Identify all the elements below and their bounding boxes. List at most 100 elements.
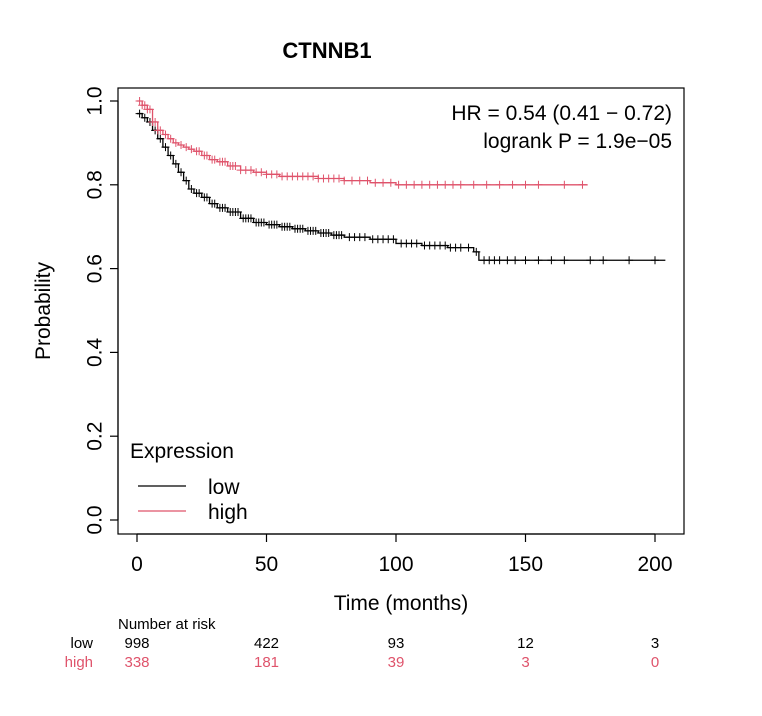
censor-mark-low <box>547 256 556 265</box>
censor-mark-low <box>625 256 634 265</box>
censor-mark-high <box>246 166 255 175</box>
y-tick-label: 0.6 <box>84 254 107 283</box>
censor-mark-low <box>246 214 255 223</box>
censor-mark-low <box>272 220 281 229</box>
censor-mark-low <box>560 256 569 265</box>
y-tick-label: 0.2 <box>84 422 107 451</box>
censor-mark-low <box>298 224 307 233</box>
censor-mark-high <box>187 145 196 154</box>
censor-mark-low <box>234 208 243 217</box>
legend: Expression low high <box>130 440 248 524</box>
censor-mark-low <box>161 143 170 152</box>
censor-mark-high <box>231 161 240 170</box>
censor-mark-low <box>472 247 481 256</box>
censor-mark-high <box>309 172 318 181</box>
censor-mark-high <box>425 180 434 189</box>
censor-mark-high <box>202 151 211 160</box>
censor-mark-low <box>259 218 268 227</box>
risk-count-low: 998 <box>124 635 149 652</box>
risk-count-high: 338 <box>124 654 149 671</box>
risk-table: low 998 422 93 12 3 high 338 181 39 3 0 <box>65 635 660 671</box>
censor-mark-high <box>402 180 411 189</box>
x-tick-label: 50 <box>255 553 278 576</box>
censor-mark-low <box>171 159 180 168</box>
risk-count-low: 93 <box>388 635 405 652</box>
censor-mark-high <box>386 178 395 187</box>
censor-mark-high <box>534 180 543 189</box>
censor-mark-low <box>166 151 175 160</box>
censor-mark-low <box>511 256 520 265</box>
censor-mark-low <box>311 226 320 235</box>
censor-mark-low <box>210 199 219 208</box>
censor-mark-high <box>379 178 388 187</box>
logrank-annotation: logrank P = 1.9e−05 <box>483 130 672 153</box>
censor-mark-high <box>482 180 491 189</box>
x-tick-label: 200 <box>637 553 672 576</box>
censor-mark-high <box>363 176 372 185</box>
censor-mark-high <box>335 174 344 183</box>
risk-count-high: 181 <box>254 654 279 671</box>
censor-mark-low <box>182 176 191 185</box>
censor-mark-low <box>177 168 186 177</box>
censor-mark-high <box>508 180 517 189</box>
hr-annotation: HR = 0.54 (0.41 − 0.72) <box>451 102 672 125</box>
y-axis: 0.0 0.2 0.4 0.6 0.8 1.0 <box>84 86 119 535</box>
censor-mark-high <box>171 138 180 147</box>
x-tick-label: 150 <box>508 553 543 576</box>
censor-mark-high <box>495 180 504 189</box>
x-axis-label: Time (months) <box>334 592 469 615</box>
censor-mark-high <box>210 155 219 164</box>
risk-count-low: 12 <box>517 635 534 652</box>
censor-mark-low <box>389 235 398 244</box>
censor-mark-low <box>586 256 595 265</box>
censor-mark-low <box>285 222 294 231</box>
x-tick-label: 100 <box>378 553 413 576</box>
censor-mark-high <box>410 180 419 189</box>
censor-mark-low <box>521 256 530 265</box>
y-axis-label: Probability <box>32 261 55 360</box>
censor-mark-low <box>412 239 421 248</box>
risk-count-low: 3 <box>651 635 659 652</box>
legend-title: Expression <box>130 440 234 463</box>
y-tick-label: 1.0 <box>84 86 107 115</box>
censor-mark-high <box>456 180 465 189</box>
censor-mark-low <box>464 243 473 252</box>
censor-mark-high <box>166 134 175 143</box>
censor-mark-high <box>433 180 442 189</box>
legend-high-label: high <box>208 501 248 524</box>
censor-mark-high <box>182 143 191 152</box>
x-axis: 0 50 100 150 200 <box>131 533 673 576</box>
censor-mark-high <box>161 130 170 139</box>
risk-row-label-low: low <box>70 635 93 652</box>
risk-count-low: 422 <box>254 635 279 652</box>
censor-mark-high <box>151 117 160 126</box>
risk-count-high: 3 <box>521 654 529 671</box>
censor-mark-low <box>360 233 369 242</box>
censor-mark-low <box>441 241 450 250</box>
censor-mark-low <box>534 256 543 265</box>
censor-mark-low <box>202 193 211 202</box>
risk-row-label-high: high <box>65 654 93 671</box>
censor-mark-high <box>521 180 530 189</box>
censor-mark-high <box>177 140 186 149</box>
censor-mark-high <box>156 126 165 135</box>
censor-mark-high <box>448 180 457 189</box>
censor-mark-low <box>156 134 165 143</box>
censor-mark-low <box>495 256 504 265</box>
censor-mark-low <box>599 256 608 265</box>
censor-mark-high <box>140 101 149 110</box>
y-tick-label: 0.8 <box>84 170 107 199</box>
censor-mark-low <box>503 256 512 265</box>
risk-table-title: Number at risk <box>118 616 216 633</box>
censor-mark-high <box>394 180 403 189</box>
censor-mark-high <box>560 180 569 189</box>
censor-mark-high <box>355 176 364 185</box>
censor-mark-high <box>578 180 587 189</box>
censor-mark-high <box>195 147 204 156</box>
censor-mark-high <box>135 97 144 105</box>
censor-mark-high <box>371 178 380 187</box>
censor-mark-high <box>469 180 478 189</box>
y-tick-label: 0.4 <box>84 337 107 367</box>
censor-mark-high <box>347 176 356 185</box>
